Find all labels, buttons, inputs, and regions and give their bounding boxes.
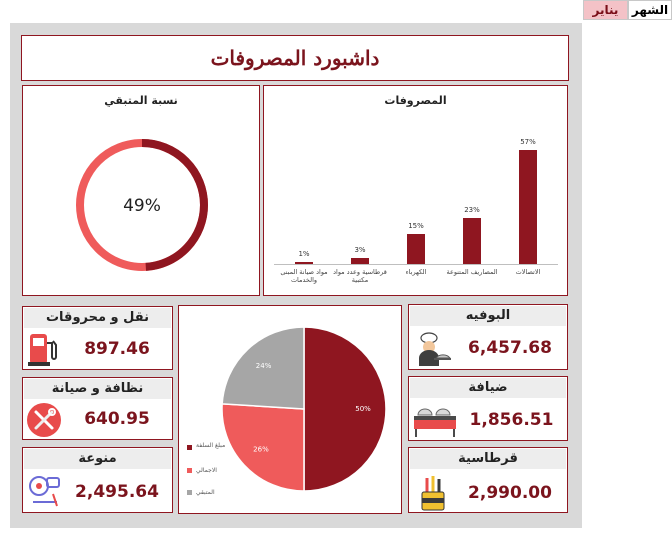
expenses-title: المصروفات <box>384 94 447 107</box>
bar-value-label-0: 57% <box>520 138 536 146</box>
expenses-panel: المصروفات 57% الاتصالات 23% المصاريف المتنو… <box>263 85 568 296</box>
misc-icon <box>29 476 60 507</box>
pie-value-label-2: 24% <box>256 362 272 370</box>
legend-label-advance: مبلغ السلفة <box>196 442 226 449</box>
kpi-value-fuel: 897.46 <box>84 339 150 359</box>
legend-swatch-advance <box>187 445 192 450</box>
bar-value-label-2: 15% <box>408 222 424 230</box>
kpi-label-hospitality: ضيافة <box>410 378 566 398</box>
bar-2 <box>407 234 425 264</box>
pie-slice-2 <box>221 326 305 410</box>
kpi-label-misc: منوعة <box>24 449 171 469</box>
bar-category-label-0: الاتصالات <box>515 268 541 276</box>
kpi-value-misc: 2,495.64 <box>75 482 159 502</box>
bar-value-label-1: 23% <box>464 206 480 214</box>
bar-1 <box>463 218 481 264</box>
fuel-pump-icon <box>28 334 57 366</box>
bar-0 <box>519 150 537 264</box>
remaining-panel: نسبة المتبقي 49% <box>22 85 260 296</box>
expenses-bar-chart: 57% الاتصالات 23% المصاريف المتنوعة 15% الكهر… <box>264 86 567 295</box>
remaining-donut: 49% <box>76 139 208 271</box>
legend-swatch-total <box>187 468 192 473</box>
dashboard-title: داشبورد المصروفات <box>21 35 569 81</box>
pie-value-label-1: 26% <box>253 445 269 453</box>
kpi-card-fuel: نقل و محروقات 897.46 <box>22 306 173 370</box>
bar-3 <box>351 258 369 264</box>
bar-category-label-2: الكهرباء <box>405 268 427 276</box>
bar-4 <box>295 262 313 264</box>
budget-pie-chart: 50% 26% 24% <box>187 326 387 495</box>
kpi-card-misc: منوعة 2,495.64 <box>22 447 173 513</box>
legend-label-remaining: المتبقي <box>196 489 215 496</box>
pencil-cup-icon <box>421 476 445 511</box>
kpi-value-hospitality: 1,856.51 <box>469 410 554 430</box>
x-axis-line <box>274 264 558 265</box>
legend-swatch-remaining <box>187 490 192 495</box>
kpi-label-fuel: نقل و محروقات <box>24 308 171 328</box>
pie-legend <box>187 445 192 495</box>
budget-pie-panel: 50% 26% 24% مبلغ السلفة الاجمالي المتبقي <box>178 305 402 514</box>
pie-value-label-0: 50% <box>355 405 371 413</box>
bar-value-label-4: 1% <box>298 250 310 258</box>
month-select[interactable]: يناير <box>583 0 628 20</box>
kpi-value-stationery: 2,990.00 <box>468 483 552 503</box>
bar-category-label-4: مواد صيانة المبنى والخدمات <box>280 268 328 284</box>
legend-label-total: الاجمالي <box>196 467 217 474</box>
kpi-card-buffet: البوفيه 6,457.68 <box>408 304 568 370</box>
buffet-table-icon <box>414 408 456 437</box>
month-label: الشهر <box>628 0 672 20</box>
pie-slice-1 <box>221 403 305 492</box>
kpi-value-cleaning: 640.95 <box>84 409 150 429</box>
kpi-label-buffet: البوفيه <box>410 306 566 326</box>
kpi-card-cleaning: نظافة و صيانة 640.95 <box>22 377 173 440</box>
remaining-value: 49% <box>123 196 161 216</box>
pie-slice-0 <box>303 326 387 492</box>
kpi-label-cleaning: نظافة و صيانة <box>24 379 171 399</box>
bar-category-label-3: قرطاسية وعدد مواد مكتبية <box>333 268 387 284</box>
kpi-card-stationery: قرطاسية 2,990.00 <box>408 447 568 513</box>
kpi-value-buffet: 6,457.68 <box>468 338 552 358</box>
donut-remaining-arc <box>76 139 208 271</box>
bar-category-label-1: المصاريف المتنوعة <box>446 268 498 276</box>
remaining-title: نسبة المتبقي <box>104 94 178 107</box>
chef-icon <box>419 332 451 366</box>
kpi-label-stationery: قرطاسية <box>410 449 566 469</box>
kpi-card-hospitality: ضيافة 1,856.51 <box>408 376 568 441</box>
tools-icon <box>27 403 61 437</box>
bar-value-label-3: 3% <box>354 246 366 254</box>
